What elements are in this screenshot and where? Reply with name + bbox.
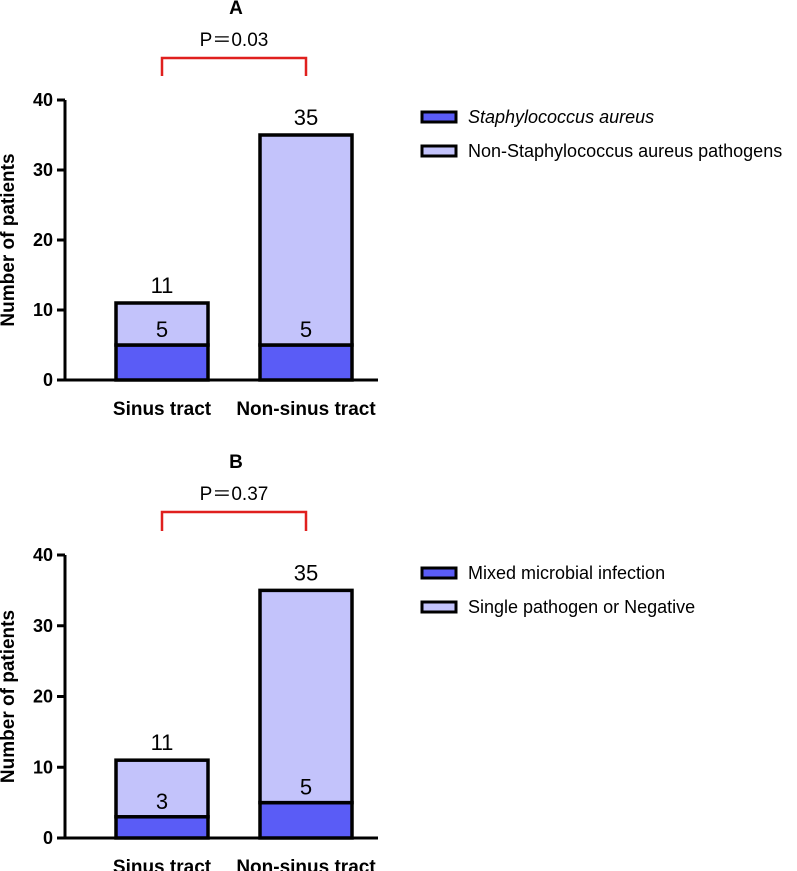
bar-bottom-value-label: 5: [156, 317, 168, 342]
y-tick-label: 20: [33, 230, 53, 250]
bar-segment-bottom: [258, 343, 354, 382]
legend-swatch: [420, 144, 458, 158]
legend-swatch: [420, 600, 458, 614]
panel-title: B: [229, 452, 243, 473]
panel-title: A: [229, 0, 243, 19]
y-tick-label: 0: [43, 828, 53, 848]
legend-label: Non-Staphylococcus aureus pathogens: [468, 141, 782, 161]
legend-label: Single pathogen or Negative: [468, 597, 695, 617]
panel-a: A P＝0.03 0 10 20 30 40 Number of patients 5 11 Sin…: [0, 0, 782, 420]
bar-segment-bottom: [114, 815, 210, 840]
y-tick-label: 30: [33, 616, 53, 636]
bar-total-label: 35: [294, 560, 318, 585]
x-category-label: Non-sinus tract: [236, 857, 376, 871]
y-tick-label: 30: [33, 160, 53, 180]
bar-total-label: 35: [294, 105, 318, 130]
panel-b: B P＝0.37 0 10 20 30 40 Number of patients 3 11 Sin…: [0, 452, 695, 871]
x-category-label: Sinus tract: [113, 399, 212, 420]
bar-bottom-value-label: 3: [156, 789, 168, 814]
significance-bracket: [160, 56, 308, 76]
y-axis-label: Number of patients: [0, 610, 19, 783]
x-category-label: Sinus tract: [113, 857, 212, 871]
p-value-label: P＝0.37: [200, 484, 269, 505]
bar-segment-top: [258, 588, 354, 805]
bar-bottom-value-label: 5: [300, 317, 312, 342]
bar-segment-top: [114, 758, 210, 819]
y-tick-label: 0: [43, 370, 53, 390]
y-tick-label: 20: [33, 687, 53, 707]
significance-bracket: [160, 510, 308, 531]
p-value-label: P＝0.03: [200, 30, 269, 51]
y-axis-label: Number of patients: [0, 153, 19, 326]
y-tick-label: 40: [33, 90, 53, 110]
bar-total-label: 11: [151, 273, 174, 298]
bar-segment-bottom: [258, 800, 354, 840]
bar-segment-top: [114, 301, 210, 347]
x-category-label: Non-sinus tract: [236, 399, 376, 420]
bar-segment-top: [258, 133, 354, 347]
legend-label: Staphylococcus aureus: [468, 107, 654, 127]
y-tick-label: 10: [33, 300, 53, 320]
y-tick-label: 10: [33, 757, 53, 777]
legend-swatch: [420, 110, 458, 124]
legend-swatch: [420, 566, 458, 580]
bar-segment-bottom: [114, 343, 210, 382]
bar-bottom-value-label: 5: [300, 775, 312, 800]
y-tick-label: 40: [33, 545, 53, 565]
bar-total-label: 11: [151, 730, 174, 755]
legend-label: Mixed microbial infection: [468, 563, 665, 583]
